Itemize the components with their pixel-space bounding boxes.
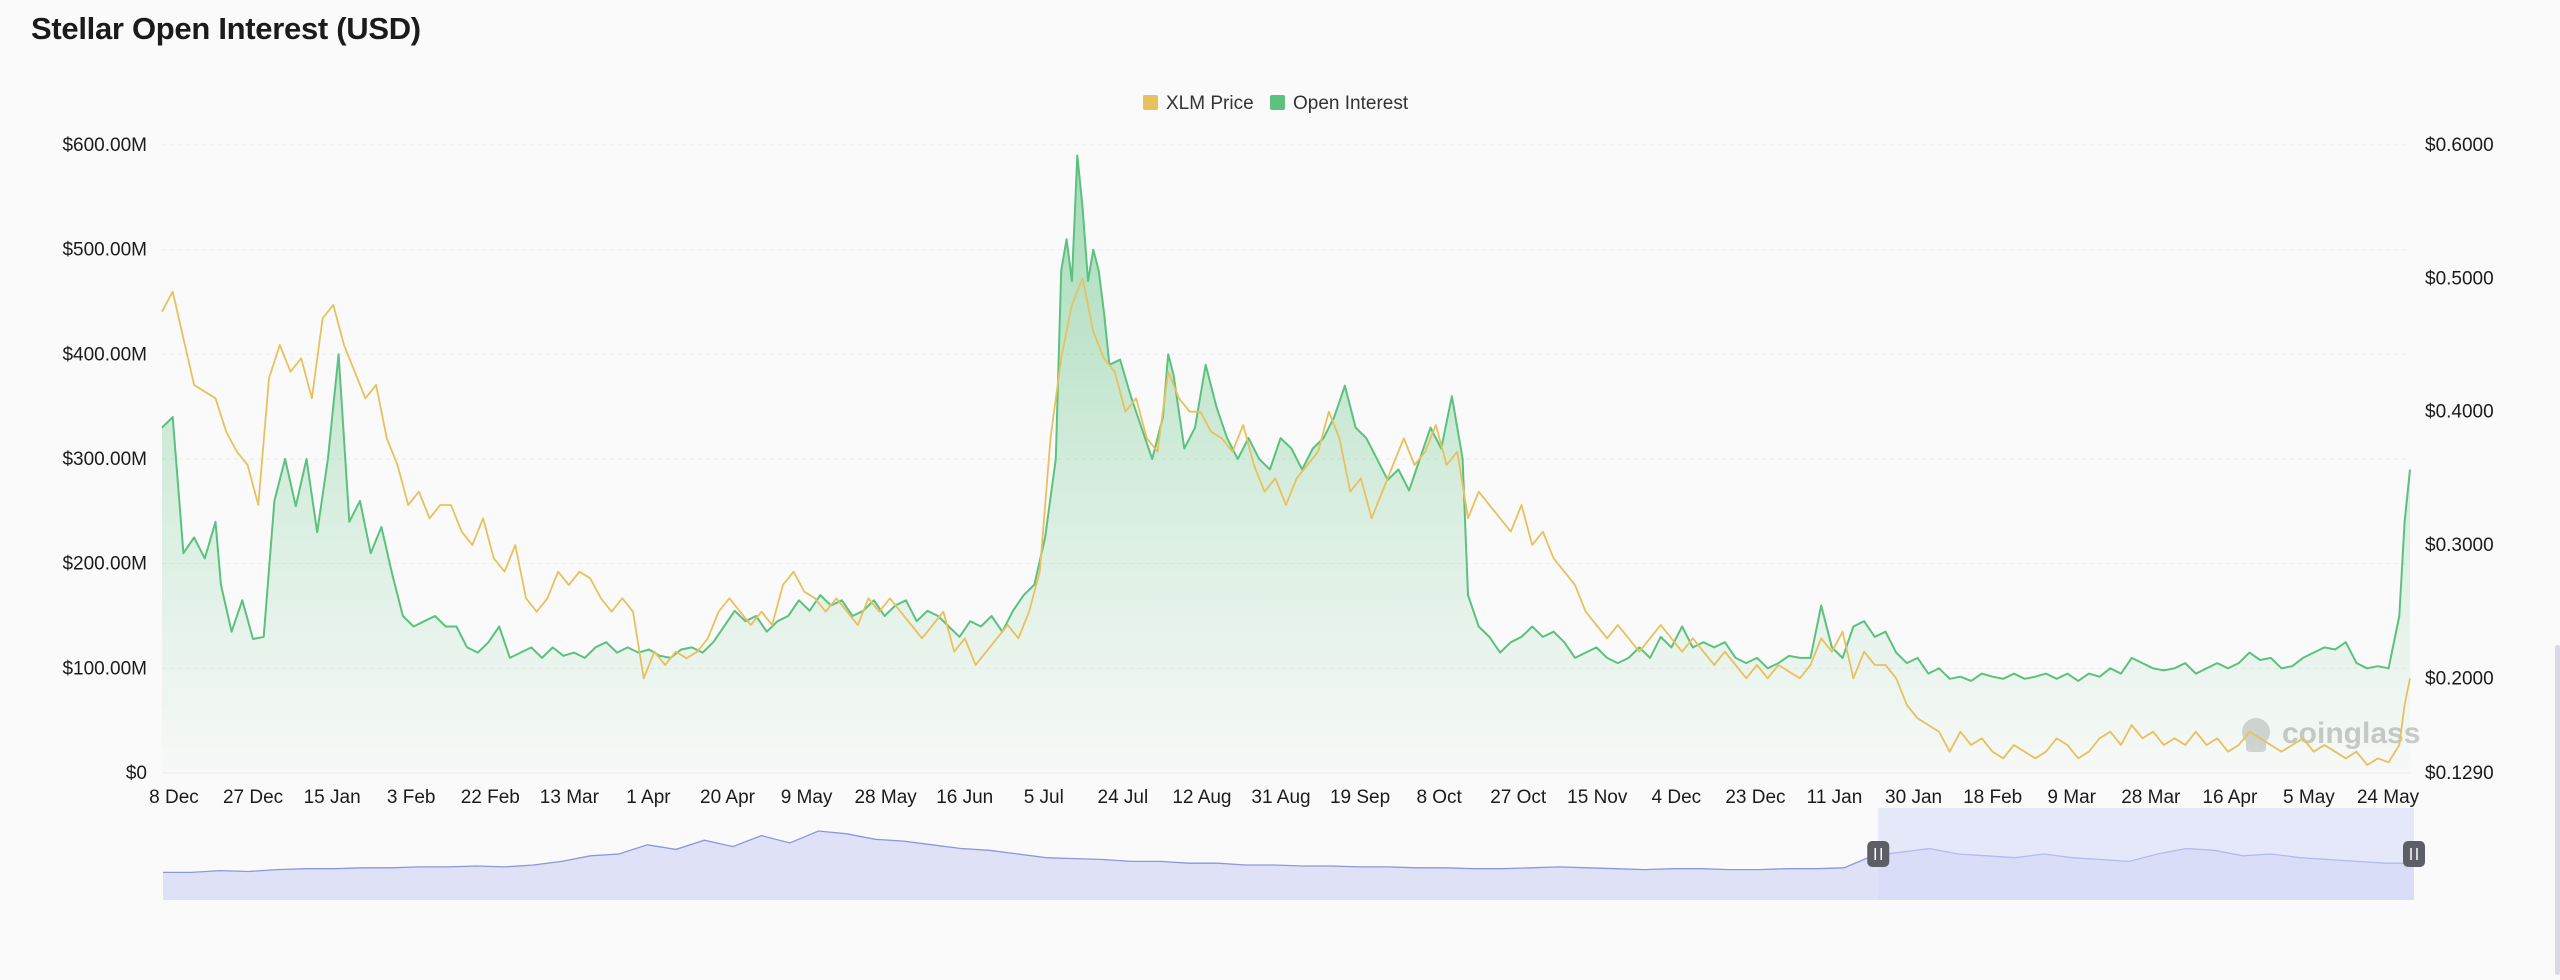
x-tick-label: 30 Jan: [1885, 787, 1942, 808]
x-tick-label: 5 May: [2283, 787, 2335, 808]
x-tick-label: 8 Dec: [149, 787, 199, 808]
navigator-right-handle[interactable]: [2403, 841, 2425, 867]
x-tick-label: 15 Jan: [304, 787, 361, 808]
x-tick-label: 16 Jun: [936, 787, 993, 808]
navigator-selection[interactable]: [1878, 808, 2414, 900]
y-axis-left: $600.00M $500.00M $400.00M $300.00M $200.00M…: [62, 135, 147, 784]
x-tick-label: 4 Dec: [1652, 787, 1702, 808]
chart-legend: XLM Price Open Interest: [1143, 93, 1409, 114]
y-right-tick-label: $0.5000: [2425, 268, 2494, 289]
y-left-tick-label: $600.00M: [62, 135, 147, 156]
legend-label[interactable]: XLM Price: [1166, 93, 1254, 114]
x-tick-label: 3 Feb: [387, 787, 436, 808]
y-right-tick-label: $0.6000: [2425, 135, 2494, 156]
open-interest-line: [161, 154, 2411, 682]
x-tick-label: 24 May: [2357, 787, 2420, 808]
x-tick-label: 24 Jul: [1098, 787, 1149, 808]
x-tick-label: 28 May: [854, 787, 917, 808]
y-left-tick-label: $200.00M: [62, 554, 147, 575]
y-right-tick-label: $0.3000: [2425, 535, 2494, 556]
legend-swatch[interactable]: [1143, 95, 1158, 110]
y-right-tick-label: $0.1290: [2425, 763, 2494, 784]
y-left-tick-label: $500.00M: [62, 240, 147, 261]
series-group: [161, 154, 2411, 773]
x-tick-label: 16 Apr: [2202, 787, 2258, 808]
x-tick-label: 9 Mar: [2047, 787, 2096, 808]
x-tick-label: 27 Dec: [223, 787, 283, 808]
x-axis: 8 Dec 27 Dec 15 Jan 3 Feb 22 Feb 13 Mar 1 Apr 2…: [149, 787, 2419, 808]
x-tick-label: 15 Nov: [1567, 787, 1628, 808]
x-tick-label: 1 Apr: [626, 787, 671, 808]
y-left-tick-label: $300.00M: [62, 449, 147, 470]
x-tick-label: 13 Mar: [540, 787, 600, 808]
y-left-tick-label: $100.00M: [62, 658, 147, 679]
legend-swatch[interactable]: [1270, 95, 1285, 110]
xlm-price-line: [161, 277, 2411, 766]
y-axis-right: $0.6000 $0.5000 $0.4000 $0.3000 $0.2000 $0.12…: [2425, 135, 2494, 784]
y-right-tick-label: $0.2000: [2425, 668, 2494, 689]
y-left-tick-label: $0: [126, 763, 147, 784]
y-left-tick-label: $400.00M: [62, 344, 147, 365]
x-tick-label: 27 Oct: [1490, 787, 1547, 808]
page-scrollbar[interactable]: [2555, 645, 2560, 975]
x-tick-label: 31 Aug: [1251, 787, 1310, 808]
open-interest-area: [162, 155, 2410, 773]
x-tick-label: 23 Dec: [1725, 787, 1785, 808]
handle-body[interactable]: [2403, 841, 2425, 867]
x-tick-label: 20 Apr: [700, 787, 756, 808]
x-tick-label: 5 Jul: [1024, 787, 1064, 808]
y-right-tick-label: $0.4000: [2425, 402, 2494, 423]
x-tick-label: 8 Oct: [1416, 787, 1462, 808]
x-tick-label: 18 Feb: [1963, 787, 2022, 808]
page-title: Stellar Open Interest (USD): [31, 11, 421, 46]
navigator[interactable]: [163, 808, 2425, 900]
handle-body[interactable]: [1867, 841, 1890, 867]
navigator-left-handle[interactable]: [1867, 841, 1890, 867]
x-tick-label: 19 Sep: [1330, 787, 1390, 808]
x-tick-label: 11 Jan: [1807, 787, 1863, 808]
legend-label[interactable]: Open Interest: [1293, 93, 1409, 114]
x-tick-label: 9 May: [781, 787, 833, 808]
x-tick-label: 22 Feb: [461, 787, 520, 808]
x-tick-label: 28 Mar: [2121, 787, 2181, 808]
x-tick-label: 12 Aug: [1172, 787, 1231, 808]
